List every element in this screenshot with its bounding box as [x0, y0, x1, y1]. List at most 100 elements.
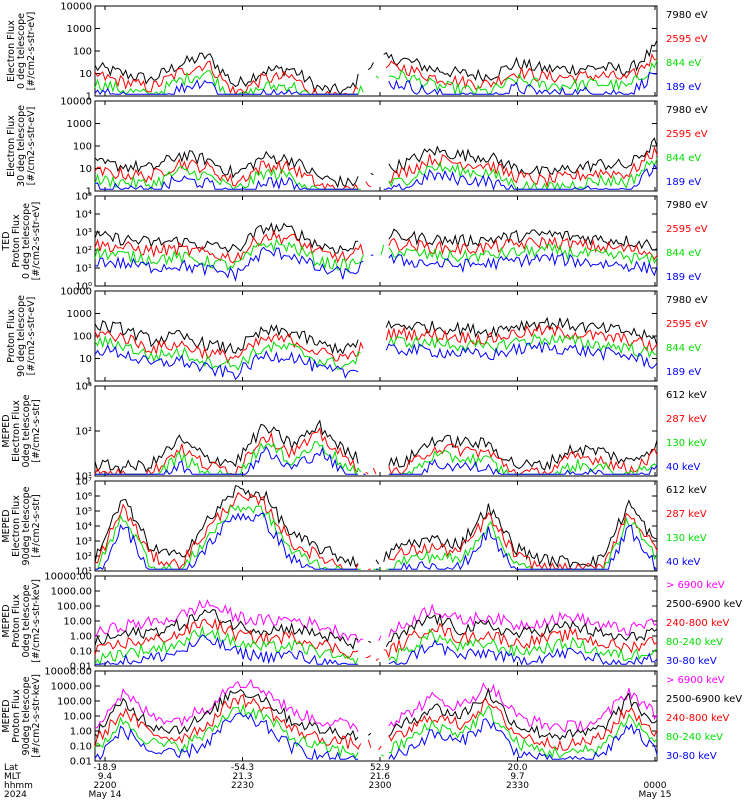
- series-trace-3: [94, 694, 658, 751]
- legend-entry: 189 eV: [666, 272, 701, 283]
- x-tick-value: 2330: [506, 781, 529, 791]
- y-axis-label: Proton Flux: [11, 689, 22, 743]
- y-tick-label: 100: [73, 332, 92, 343]
- y-tick-label: 1: [86, 187, 92, 198]
- y-tick-label: 10000.00: [44, 572, 92, 583]
- series-trace-4: [94, 340, 658, 381]
- y-tick-label: 10³: [75, 228, 92, 239]
- y-tick-label: 10²: [75, 246, 92, 257]
- panel-5: 10¹ 10² 10³ MEPED Electron Flux 0deg telescop…: [1, 382, 707, 483]
- y-axis-label: Proton Flux: [6, 309, 17, 363]
- y-tick-label: 1000: [67, 309, 92, 320]
- legend-entry: 2595 eV: [666, 34, 708, 45]
- legend-entry: 2500-6900 keV: [666, 599, 742, 610]
- legend-entry: 40 keV: [666, 462, 700, 473]
- y-axis-label: 0 deg telescope: [21, 203, 32, 279]
- panel-8: 0.01 0.10 1.00 10.00 100.00 1000.00 10000.00 ME…: [1, 667, 742, 768]
- y-axis-label: [#/cm2-s-str-eV]: [26, 107, 37, 186]
- y-axis-label: [#/cm2-s-str-keV]: [31, 674, 42, 758]
- x-tick-value: 21.6: [370, 772, 390, 782]
- legend-entry: 189 eV: [666, 82, 701, 93]
- y-axis-label: Electron Flux: [6, 115, 17, 177]
- y-tick-label: 0.10: [70, 742, 92, 753]
- panels-group: 1 10 100 1000 10000 Electron Flux 0 deg telesc…: [1, 2, 742, 768]
- series-trace-4: [94, 246, 658, 283]
- legend-entry: 612 keV: [666, 390, 707, 401]
- y-tick-label: 0.01: [70, 662, 92, 673]
- y-axis-label: MEPED: [1, 414, 12, 447]
- y-tick-label: 10⁷: [75, 477, 92, 488]
- y-tick-label: 10⁶: [75, 492, 92, 503]
- series-trace-4: [94, 71, 658, 96]
- series-trace-4: [94, 703, 658, 759]
- legend-entry: 130 keV: [666, 438, 707, 449]
- y-tick-label: 1000.00: [51, 587, 92, 598]
- legend-entry: 80-240 keV: [666, 637, 723, 648]
- series-trace-2: [94, 427, 658, 476]
- y-tick-label: 10000: [60, 97, 92, 108]
- y-axis-label: [#/cm2-s-str-eV]: [26, 297, 37, 376]
- y-axis-label: [#/cm2-s-str-eV]: [31, 202, 42, 281]
- y-tick-label: 0.01: [70, 757, 92, 768]
- y-axis-label: [#/cm2-s-str]: [31, 399, 42, 462]
- legend-entry: 844 eV: [666, 58, 701, 69]
- y-tick-label: 1000: [67, 119, 92, 130]
- legend-entry: 189 eV: [666, 177, 701, 188]
- legend-entry: 189 eV: [666, 367, 701, 378]
- legend-entry: > 6900 keV: [666, 675, 725, 686]
- series-trace-2: [94, 609, 658, 650]
- y-axis-label: [#/cm2-s-str]: [31, 494, 42, 557]
- y-tick-label: 10¹: [75, 472, 92, 483]
- y-tick-label: 1.00: [70, 727, 92, 738]
- legend-entry: 7980 eV: [666, 295, 708, 306]
- y-axis-label: Proton Flux: [11, 594, 22, 648]
- y-tick-label: 10⁴: [75, 522, 92, 533]
- legend-entry: 130 keV: [666, 533, 707, 544]
- x-row-label: Lat: [4, 763, 19, 773]
- series-trace-1: [94, 485, 658, 569]
- legend-entry: 30-80 keV: [666, 751, 717, 762]
- y-axis-label: MEPED: [1, 699, 12, 732]
- series-trace-1: [94, 599, 658, 644]
- y-tick-label: 1000: [67, 24, 92, 35]
- series-trace-1: [94, 221, 658, 254]
- panel-frame: [94, 5, 658, 97]
- x-tick-value: May 14: [89, 790, 122, 800]
- y-tick-label: 10.00: [63, 712, 92, 723]
- series-trace-1: [94, 137, 658, 189]
- x-tick-value: 0000: [644, 781, 667, 791]
- y-axis-label: MEPED: [1, 509, 12, 542]
- x-tick-value: 20.0: [507, 763, 527, 773]
- legend-entry: 7980 eV: [666, 105, 708, 116]
- series-trace-3: [94, 617, 658, 661]
- series-trace-2: [94, 145, 658, 191]
- series-trace-2: [94, 687, 658, 741]
- x-tick-value: 2230: [231, 781, 254, 791]
- y-tick-label: 100: [73, 142, 92, 153]
- x-tick-value: 9.7: [510, 772, 524, 782]
- series-trace-2: [94, 323, 658, 364]
- y-axis-label: 0deg telescope: [21, 584, 32, 657]
- panel-2: 1 10 100 1000 10000 Electron Flux 30 deg teles…: [6, 97, 708, 198]
- y-tick-label: 10⁵: [75, 507, 92, 518]
- legend-entry: 7980 eV: [666, 10, 708, 21]
- y-tick-label: 100: [73, 47, 92, 58]
- series-trace-1: [94, 40, 658, 96]
- x-tick-value: May 15: [639, 790, 672, 800]
- x-tick-value: 52.9: [370, 763, 390, 773]
- y-axis-label: [#/cm2-s-str-eV]: [26, 12, 37, 91]
- y-tick-label: 10: [79, 354, 92, 365]
- legend-entry: 240-800 keV: [666, 618, 730, 629]
- series-trace-2: [94, 491, 658, 572]
- panel-frame: [94, 100, 658, 192]
- series-trace-3: [95, 440, 658, 476]
- y-axis-label: Proton Flux: [11, 214, 22, 268]
- y-axis-label: 90deg telescope: [21, 486, 32, 565]
- y-axis-label: 0deg telescope: [21, 394, 32, 467]
- y-tick-label: 10⁰: [75, 282, 92, 293]
- y-axis-label: [#/cm2-s-str-keV]: [31, 579, 42, 663]
- panel-1: 1 10 100 1000 10000 Electron Flux 0 deg telesc…: [6, 2, 708, 103]
- legend-entry: 287 keV: [666, 509, 707, 520]
- y-axis-label: 90 deg telescope: [16, 295, 27, 377]
